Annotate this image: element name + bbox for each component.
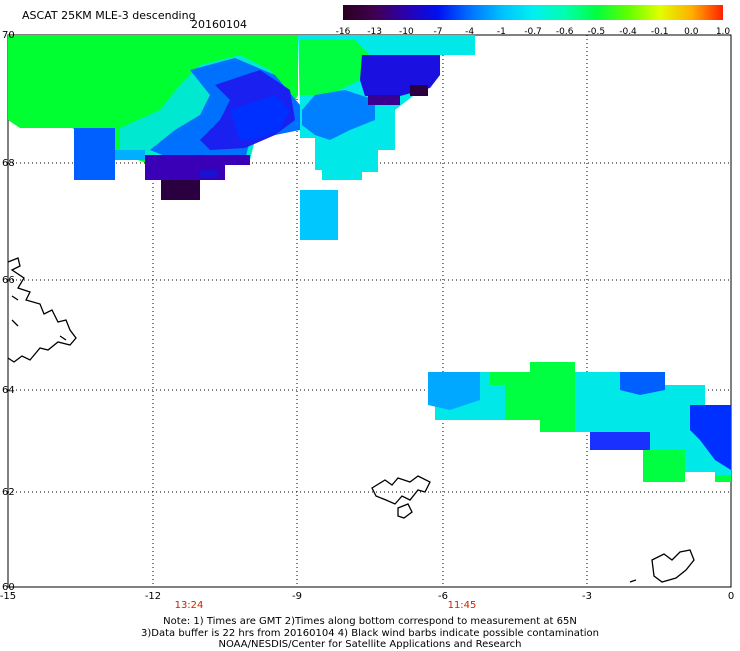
colorbar-label: -0.5 xyxy=(587,27,606,37)
footer-credit: NOAA/NESDIS/Center for Satellite Applica… xyxy=(218,639,522,650)
time-label-2: 11:45 xyxy=(447,600,477,611)
swath-west xyxy=(8,35,300,200)
longitude-ticks: -15 -12 -9 -6 -3 0 xyxy=(0,591,734,602)
colorbar-label: -0.4 xyxy=(619,27,637,37)
lon-tick-4: -6 xyxy=(438,591,448,602)
lat-tick-4: 64 xyxy=(2,385,15,396)
colorbar-label: -13 xyxy=(367,27,383,37)
colorbar-label: -10 xyxy=(398,27,414,37)
lon-tick-3: -9 xyxy=(292,591,302,602)
colorbar-label: -0.6 xyxy=(555,27,574,37)
latitude-ticks: 70 68 66 64 62 60 xyxy=(2,30,15,593)
colorbar-label: 1.0 xyxy=(715,27,731,37)
lat-tick-6: 60 xyxy=(2,582,15,593)
lat-tick-1: 70 xyxy=(2,30,15,41)
lat-tick-5: 62 xyxy=(2,487,15,498)
footer-note-1: Note: 1) Times are GMT 2)Times along bot… xyxy=(163,616,577,627)
coastlines xyxy=(7,257,695,583)
lon-tick-6: 0 xyxy=(728,591,734,602)
colorbar xyxy=(343,5,723,20)
colorbar-label: -4 xyxy=(465,27,475,37)
colorbar-label: 0.0 xyxy=(684,27,699,37)
swath-central xyxy=(298,35,475,240)
swath-east xyxy=(428,362,731,482)
footer-note-2: 3)Data buffer is 22 hrs from 20160104 4)… xyxy=(141,628,599,639)
lat-tick-3: 66 xyxy=(2,275,15,286)
colorbar-label: -0.7 xyxy=(524,27,542,37)
map-date: 20160104 xyxy=(191,18,247,31)
colorbar-label: -16 xyxy=(335,27,351,37)
lon-tick-2: -12 xyxy=(145,591,161,602)
lon-tick-5: -3 xyxy=(582,591,592,602)
gridlines xyxy=(8,35,731,587)
map-title: ASCAT 25KM MLE-3 descending xyxy=(22,9,196,22)
colorbar-label: -0.1 xyxy=(650,27,669,37)
lat-tick-2: 68 xyxy=(2,158,15,169)
colorbar-label: -7 xyxy=(433,27,443,37)
time-label-1: 13:24 xyxy=(174,600,204,611)
colorbar-label: -1 xyxy=(496,27,506,37)
lon-tick-1: -15 xyxy=(0,591,16,602)
